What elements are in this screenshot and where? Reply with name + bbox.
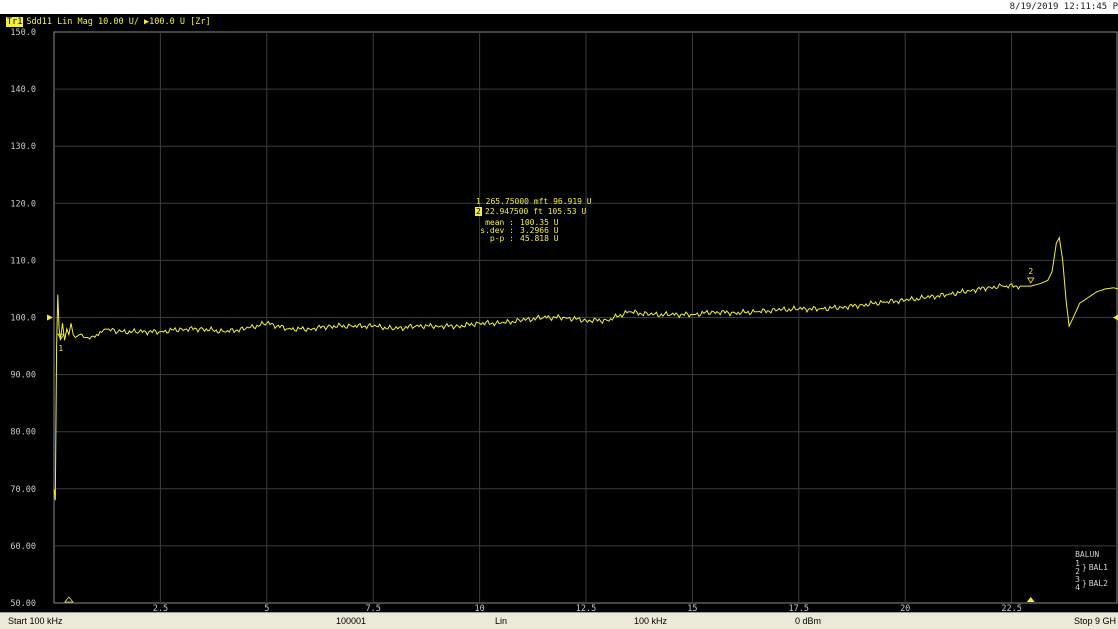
- y-tick-label: 70.00: [10, 485, 36, 495]
- marker-1-axis-indicator-icon: [64, 596, 74, 603]
- x-tick-label: 17.5: [789, 604, 809, 612]
- reference-arrow-icon: [47, 314, 53, 321]
- y-tick-label: 100.0: [10, 314, 36, 324]
- brace-icon: }: [1081, 563, 1087, 572]
- y-tick-label: 50.00: [10, 599, 36, 609]
- marker-1-label: 1: [58, 344, 63, 353]
- sweep-stop[interactable]: Stop 9 GH: [1073, 616, 1116, 626]
- marker-2-triangle-icon: [1027, 277, 1035, 284]
- y-tick-label: 90.00: [10, 371, 36, 381]
- stat-label: s.dev :: [480, 226, 514, 235]
- marker-1-triangle-icon: [57, 333, 65, 340]
- marker-2-readout: 22.947500 ft 105.53 U: [485, 207, 586, 216]
- y-tick-label: 110.0: [10, 256, 36, 266]
- x-tick-label: 2.5: [153, 604, 168, 612]
- sweep-type[interactable]: Lin: [495, 616, 508, 626]
- timestamp: 8/19/2019 12:11:45 P: [1009, 2, 1118, 12]
- x-tick-label: 5: [264, 604, 269, 612]
- y-tick-label: 140.0: [10, 85, 36, 95]
- reference-arrow-icon: [1113, 314, 1118, 321]
- y-tick-label: 60.00: [10, 542, 36, 552]
- plot-screen[interactable]: 150.0 140.0 130.0 120.0 110.0 100.0 90.00 80.00…: [0, 14, 1118, 612]
- x-tick-label: 15: [687, 604, 697, 612]
- brace-icon: }: [1081, 579, 1087, 588]
- balun-pair-2: 3 4 } BAL2: [1075, 576, 1108, 592]
- y-tick-label: 80.00: [10, 428, 36, 438]
- trace-format-text: Sdd11 Lin Mag 10.00 U/ ▶100.0 U [Zr]: [26, 17, 211, 27]
- y-tick-label: 130.0: [10, 142, 36, 152]
- balun-pair-1-port-b: 2: [1075, 567, 1080, 576]
- marker-2-label: 2: [1028, 267, 1033, 276]
- marker-2-active-num: 2: [476, 207, 481, 216]
- balun-pair-2-name: BAL2: [1088, 579, 1108, 588]
- balun-title: BALUN: [1075, 550, 1100, 559]
- trace-plot[interactable]: 150.0 140.0 130.0 120.0 110.0 100.0 90.00 80.00…: [0, 14, 1118, 612]
- x-tick-label: 10: [474, 604, 484, 612]
- x-tick-label: 12.5: [576, 604, 596, 612]
- stat-value: 100.35 U: [520, 218, 559, 227]
- trace-header[interactable]: Tr1 Sdd11 Lin Mag 10.00 U/ ▶100.0 U [Zr]: [6, 17, 211, 28]
- stat-label: p-p :: [490, 234, 514, 243]
- x-tick-label: 7.5: [366, 604, 381, 612]
- balun-legend: BALUN 1 2 } BAL1 3 4 } BAL2: [1075, 550, 1108, 592]
- source-power[interactable]: 0 dBm: [795, 616, 822, 626]
- balun-pair-1-name: BAL1: [1088, 563, 1108, 572]
- y-tick-label: 120.0: [10, 199, 36, 209]
- balun-pair-2-port-a: 3: [1075, 575, 1080, 584]
- trace-id-badge[interactable]: Tr1: [6, 17, 24, 27]
- y-tick-label: 150.0: [10, 28, 36, 38]
- x-tick-label: 20: [900, 604, 910, 612]
- marker-1-readout: 1 265.75000 mft 96.919 U: [476, 197, 592, 206]
- stat-value: 3.2966 U: [520, 226, 559, 235]
- balun-pair-1-port-a: 1: [1075, 559, 1080, 568]
- balun-pair-2-port-b: 4: [1075, 583, 1080, 592]
- sweep-start[interactable]: Start 100 kHz: [8, 616, 63, 626]
- marker-2-active-box: [475, 207, 482, 216]
- stat-value: 45.818 U: [520, 234, 559, 243]
- sweep-points[interactable]: 100001: [336, 616, 367, 626]
- stat-label: mean :: [485, 218, 514, 227]
- if-bandwidth[interactable]: 100 kHz: [634, 616, 668, 626]
- x-tick-label: 22.5: [1001, 604, 1021, 612]
- balun-pair-1: 1 2 } BAL1: [1075, 560, 1108, 576]
- trace-line-series-1: [53, 236, 1118, 501]
- marker-2-axis-indicator-icon: [1026, 597, 1035, 602]
- status-bar: Start 100 kHz 100001 Lin 100 kHz 0 dBm S…: [0, 612, 1118, 629]
